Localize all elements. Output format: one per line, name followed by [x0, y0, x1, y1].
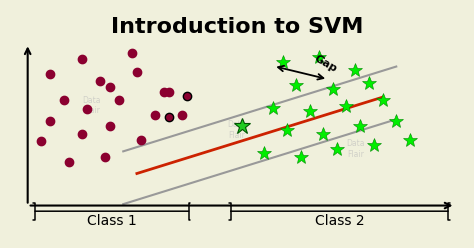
Text: Data
Flair: Data Flair	[228, 121, 246, 140]
Text: Data
Flair: Data Flair	[346, 139, 365, 159]
Text: Gap: Gap	[312, 54, 338, 75]
Text: Class 2: Class 2	[315, 214, 364, 228]
Title: Introduction to SVM: Introduction to SVM	[111, 17, 363, 37]
Text: Data
Flair: Data Flair	[82, 96, 100, 115]
Text: Class 1: Class 1	[87, 214, 137, 228]
